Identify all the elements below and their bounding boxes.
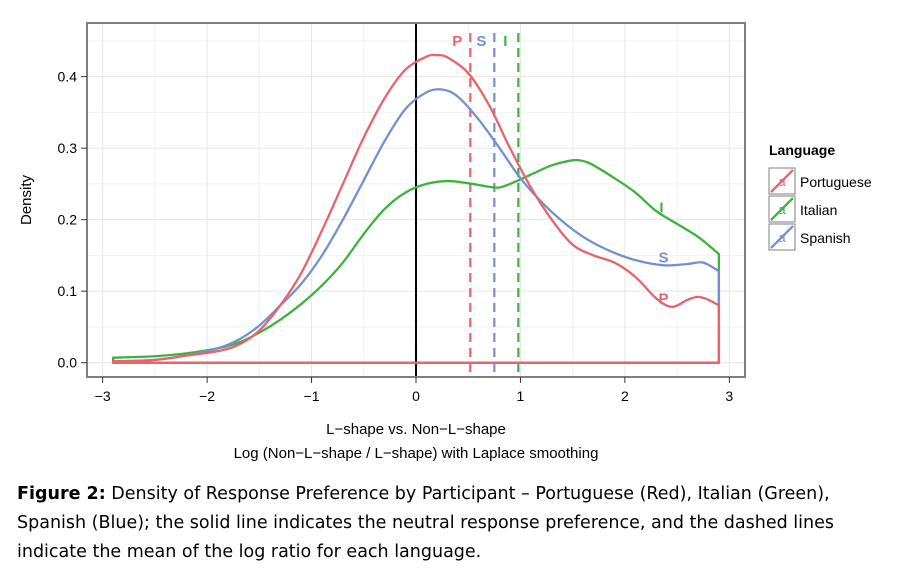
axes: −3 −2 −1 0 1 2 3 0.0 0.1 0.2 0.3 0.4 [58, 69, 734, 404]
mean-label-portuguese: P [452, 33, 462, 50]
x-tick-label: −2 [199, 388, 215, 404]
density-curve-spanish [111, 88, 721, 364]
y-tick-label: 0.1 [58, 283, 78, 299]
x-tick-label: −1 [304, 388, 320, 404]
caption-text: Density of Response Preference by Partic… [17, 484, 834, 562]
legend-label-portuguese: Portuguese [800, 174, 872, 190]
curve-label-portuguese: P [659, 290, 669, 307]
y-tick-label: 0.0 [58, 355, 78, 371]
figure-caption: Figure 2: Density of Response Preference… [17, 480, 885, 567]
curve-label-spanish: S [659, 250, 669, 267]
mean-lines: P IS [452, 33, 520, 377]
x-tick-label: 2 [621, 388, 629, 404]
caption-label: Figure 2: [17, 484, 106, 504]
x-axis-subtitle: Log (Non−L−shape / L−shape) with Laplace… [234, 445, 599, 462]
curve-labels: P I S [659, 200, 669, 308]
legend-swatch-spanish [770, 225, 794, 249]
curve-label-italian: I [659, 200, 663, 217]
x-tick-label: 3 [725, 388, 733, 404]
legend-label-italian: Italian [800, 202, 837, 218]
legend-glyph-portuguese: a [778, 174, 786, 189]
y-tick-label: 0.4 [58, 69, 78, 85]
legend-label-spanish: Spanish [800, 230, 851, 246]
y-tick-label: 0.3 [58, 140, 78, 156]
y-axis-title: Density [18, 174, 35, 225]
y-tick-label: 0.2 [58, 212, 78, 228]
legend-glyph-spanish: a [778, 230, 786, 245]
mean-label-spanish: S [476, 33, 486, 50]
x-tick-label: 1 [517, 388, 525, 404]
density-curve-portuguese [111, 53, 721, 364]
legend-swatch-portuguese [770, 169, 794, 193]
density-chart: P IS PIS −3 −2 −1 0 1 2 30.00.10.20.30.4 Densit… [18, 22, 872, 462]
mean-label-italian: I [503, 33, 507, 50]
legend-swatch-italian [770, 197, 794, 221]
legend-title: Language [769, 142, 835, 158]
legend: Language a Portuguese a Italian a Spanish [768, 142, 872, 251]
legend-glyph-italian: a [778, 202, 786, 217]
grid [87, 23, 745, 377]
x-tick-label: 0 [412, 388, 420, 404]
x-axis-title: L−shape vs. Non−L−shape [326, 421, 506, 438]
density-curves [111, 53, 721, 364]
x-tick-label: −3 [95, 388, 111, 404]
